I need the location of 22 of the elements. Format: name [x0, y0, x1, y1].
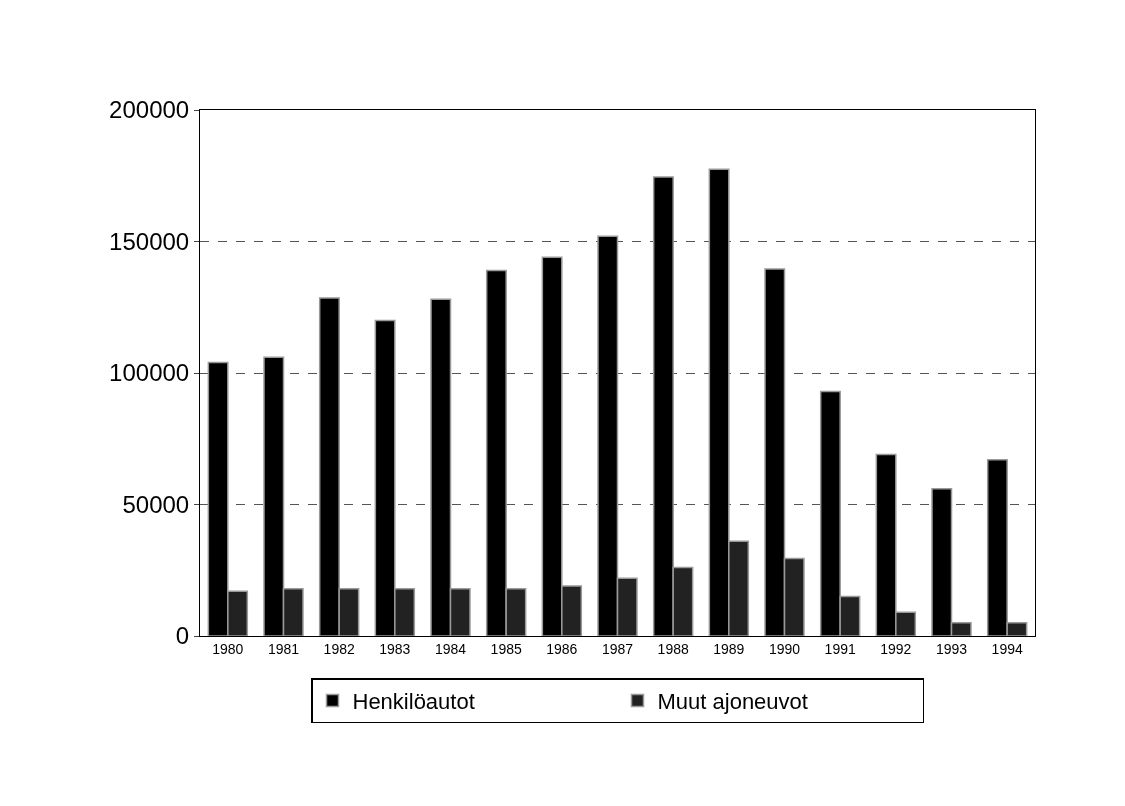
x-tick-label: 1982 [323, 640, 355, 657]
x-tick-label: 1990 [768, 640, 801, 657]
y-tick-label: 150000 [109, 227, 190, 255]
x-tick-label: 1984 [434, 640, 467, 657]
x-tick-label: 1994 [991, 640, 1023, 657]
x-tick-label: 1993 [935, 640, 968, 657]
x-tick-label: 1992 [880, 640, 912, 657]
x-tick-label: 1983 [379, 640, 411, 657]
x-tick-label: 1981 [267, 640, 300, 657]
x-tick-label: 1980 [212, 640, 244, 657]
legend-label: Muut ajoneuvot [657, 688, 808, 714]
legend-label: Henkilöautot [352, 688, 475, 714]
x-tick-label: 1991 [824, 640, 856, 657]
y-tick-label: 50000 [122, 490, 190, 518]
y-tick-label: 200000 [109, 96, 190, 124]
x-tick-label: 1989 [713, 640, 745, 657]
y-tick-label: 100000 [109, 359, 190, 387]
x-tick-label: 1987 [601, 640, 634, 657]
y-tick-label: 0 [175, 622, 190, 650]
x-tick-label: 1985 [490, 640, 522, 657]
x-tick-label: 1986 [546, 640, 578, 657]
x-tick-label: 1988 [657, 640, 689, 657]
